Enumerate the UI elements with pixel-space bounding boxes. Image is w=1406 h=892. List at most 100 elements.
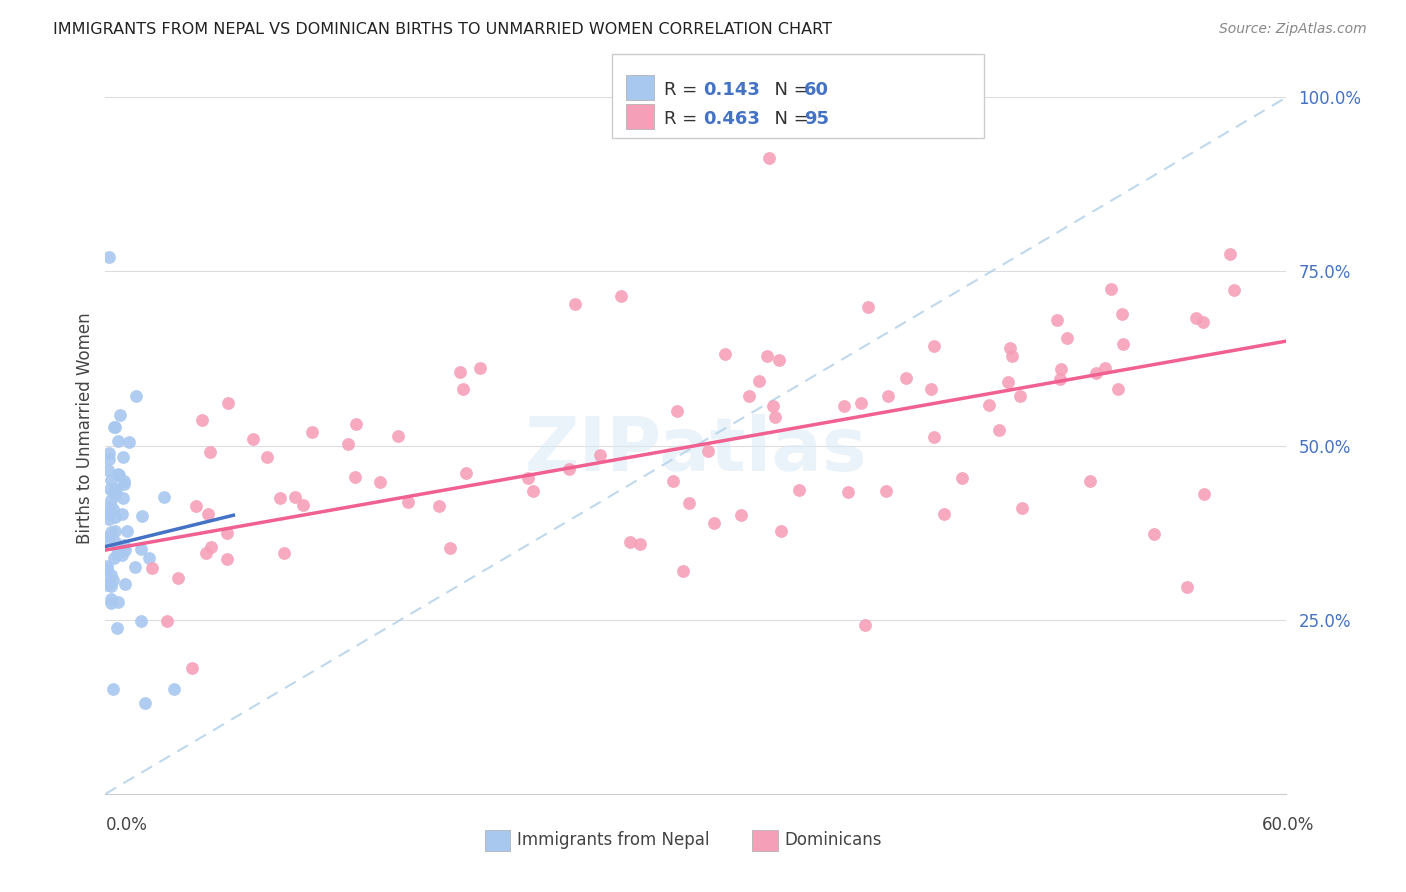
Point xyxy=(100,493,122,508)
Point xyxy=(932,507,955,521)
Point xyxy=(200,541,222,555)
Point xyxy=(138,551,160,566)
Point xyxy=(98,500,121,514)
Point xyxy=(439,541,461,555)
Point xyxy=(190,412,212,426)
Text: Source: ZipAtlas.com: Source: ZipAtlas.com xyxy=(1219,22,1367,37)
Point xyxy=(107,467,129,481)
Point xyxy=(118,434,141,449)
Point xyxy=(678,496,700,510)
Y-axis label: Births to Unmarried Women: Births to Unmarried Women xyxy=(76,312,94,544)
Point xyxy=(703,516,725,530)
Point xyxy=(856,300,879,314)
Point xyxy=(714,346,737,360)
Point xyxy=(730,508,752,522)
Point xyxy=(101,681,124,696)
Point xyxy=(112,491,135,505)
Point xyxy=(104,535,127,549)
Point xyxy=(98,452,121,467)
Point xyxy=(672,564,695,578)
Point xyxy=(396,495,419,509)
Point xyxy=(103,420,125,434)
Point xyxy=(98,446,121,460)
Point xyxy=(291,498,314,512)
Point xyxy=(894,371,917,385)
Point xyxy=(1107,382,1129,396)
Point xyxy=(269,491,291,506)
Point xyxy=(876,389,898,403)
Text: 0.143: 0.143 xyxy=(703,81,759,99)
Text: 60: 60 xyxy=(804,81,830,99)
Point xyxy=(920,382,942,396)
Point xyxy=(763,409,786,424)
Point xyxy=(215,552,238,566)
Point xyxy=(456,467,478,481)
Point xyxy=(100,579,122,593)
Text: Immigrants from Nepal: Immigrants from Nepal xyxy=(517,831,710,849)
Point xyxy=(215,526,238,541)
Text: R =: R = xyxy=(664,111,703,128)
Point xyxy=(1185,310,1208,325)
Point xyxy=(950,471,973,485)
Point xyxy=(387,428,409,442)
Point xyxy=(115,524,138,538)
Text: Dominicans: Dominicans xyxy=(785,831,882,849)
Point xyxy=(167,571,190,585)
Point xyxy=(163,682,186,697)
Text: N =: N = xyxy=(763,111,815,128)
Point xyxy=(755,350,778,364)
Point xyxy=(1000,342,1022,356)
Point xyxy=(100,567,122,582)
Point xyxy=(1175,580,1198,594)
Point xyxy=(112,477,135,491)
Point xyxy=(96,578,118,592)
Point xyxy=(141,561,163,575)
Point xyxy=(758,151,780,165)
Point xyxy=(98,508,121,522)
Point xyxy=(343,470,366,484)
Point xyxy=(1078,474,1101,488)
Point xyxy=(104,483,127,497)
Point xyxy=(875,483,897,498)
Point xyxy=(111,507,134,521)
Text: 95: 95 xyxy=(804,111,830,128)
Point xyxy=(100,596,122,610)
Point xyxy=(769,524,792,538)
Point xyxy=(111,549,134,563)
Point xyxy=(103,550,125,565)
Point xyxy=(1049,372,1071,386)
Point xyxy=(589,448,612,462)
Point xyxy=(1223,283,1246,297)
Point xyxy=(449,365,471,379)
Point xyxy=(522,484,544,499)
Point xyxy=(748,374,770,388)
Point xyxy=(832,399,855,413)
Point xyxy=(273,545,295,559)
Point xyxy=(112,538,135,552)
Point xyxy=(96,575,118,590)
Point xyxy=(101,501,124,516)
Point xyxy=(301,425,323,439)
Text: ZIPatlas: ZIPatlas xyxy=(524,414,868,487)
Point xyxy=(1099,282,1122,296)
Text: IMMIGRANTS FROM NEPAL VS DOMINICAN BIRTHS TO UNMARRIED WOMEN CORRELATION CHART: IMMIGRANTS FROM NEPAL VS DOMINICAN BIRTH… xyxy=(53,22,832,37)
Point xyxy=(737,389,759,403)
Point xyxy=(107,434,129,449)
Point xyxy=(1192,315,1215,329)
Point xyxy=(134,696,156,710)
Point xyxy=(108,467,131,482)
Point xyxy=(129,541,152,556)
Point xyxy=(98,512,121,526)
Point xyxy=(100,592,122,607)
Point xyxy=(100,473,122,487)
Point xyxy=(195,546,218,560)
Point xyxy=(104,482,127,496)
Point xyxy=(125,389,148,403)
Point xyxy=(451,382,474,396)
Point xyxy=(129,615,152,629)
Point xyxy=(107,595,129,609)
Point xyxy=(197,507,219,521)
Point xyxy=(1056,331,1078,345)
Point xyxy=(180,661,202,675)
Point xyxy=(96,533,118,547)
